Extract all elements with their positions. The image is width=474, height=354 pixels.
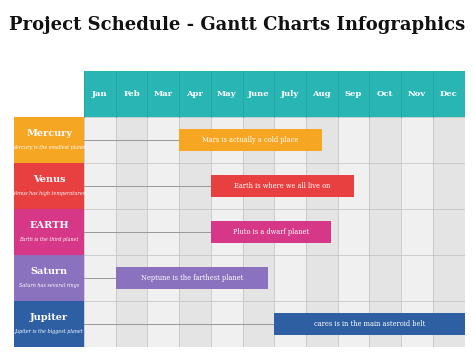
Bar [116,117,147,347]
Bar [243,117,274,347]
Bar [211,175,354,197]
Text: cares is in the main asteroid belt: cares is in the main asteroid belt [314,320,425,328]
Bar [369,117,401,347]
Text: Aug: Aug [312,90,331,98]
Bar [84,117,116,347]
Bar [14,209,84,255]
Text: Earth is where we all live on: Earth is where we all live on [234,182,330,190]
Bar [179,129,322,151]
Bar [337,117,369,347]
Text: Saturn has several rings: Saturn has several rings [19,283,79,288]
Text: June: June [247,90,269,98]
Bar [14,255,84,301]
Bar [14,71,465,117]
Text: Oct: Oct [377,90,393,98]
Text: Feb: Feb [123,90,140,98]
Text: Project Schedule - Gantt Charts Infographics: Project Schedule - Gantt Charts Infograp… [9,16,465,34]
Bar [401,117,433,347]
Bar [211,117,243,347]
Text: Mars is actually a cold place: Mars is actually a cold place [202,136,299,144]
Text: Dec: Dec [440,90,457,98]
Text: Venus: Venus [33,175,65,184]
Text: Jupiter is the biggest planet: Jupiter is the biggest planet [15,329,83,334]
Text: Mercury is the smallest planet: Mercury is the smallest planet [11,145,87,150]
Text: Neptune is the farthest planet: Neptune is the farthest planet [141,274,243,282]
Text: Apr: Apr [187,90,203,98]
Text: Saturn: Saturn [30,267,68,276]
Bar [14,163,84,209]
Bar [433,117,465,347]
Text: Jan: Jan [92,90,108,98]
Text: Sep: Sep [345,90,362,98]
Bar [14,71,84,117]
Bar [179,117,211,347]
Bar [211,221,331,243]
Text: Earth is the third planet: Earth is the third planet [19,237,79,242]
Bar [147,117,179,347]
Text: Pluto is a dwarf planet: Pluto is a dwarf planet [233,228,309,236]
Text: Mar: Mar [154,90,173,98]
Text: May: May [217,90,237,98]
Bar [14,117,84,163]
Bar [116,267,268,289]
Text: Venus has high temperatures: Venus has high temperatures [13,191,85,196]
Text: EARTH: EARTH [29,221,69,230]
Bar [14,301,84,347]
Text: July: July [281,90,299,98]
Bar [274,313,465,335]
Bar [306,117,337,347]
Text: Nov: Nov [408,90,426,98]
Bar [274,117,306,347]
Text: Jupiter: Jupiter [30,313,68,322]
Text: Mercury: Mercury [26,129,72,138]
